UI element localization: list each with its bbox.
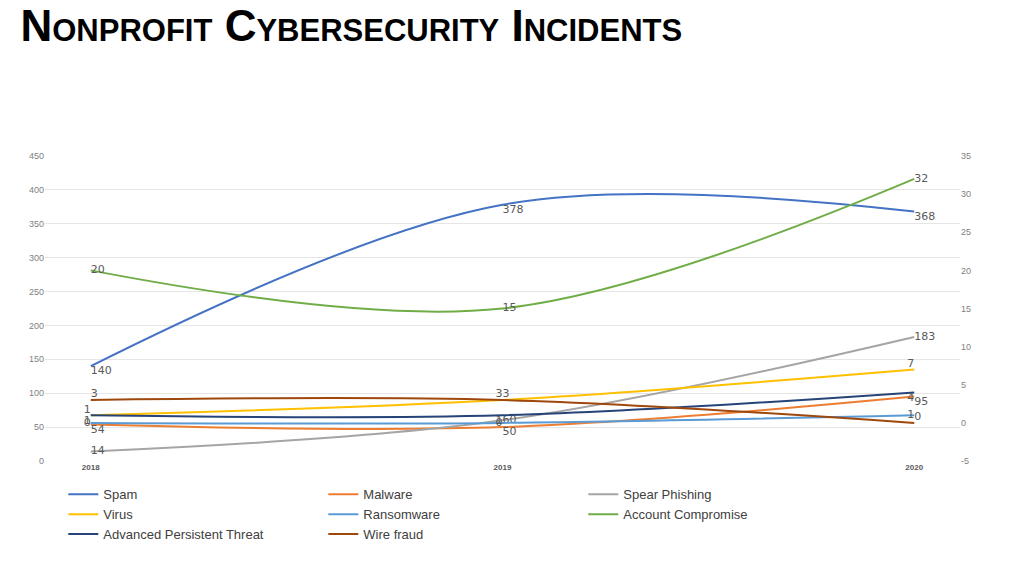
svg-text:1: 1 — [84, 403, 91, 416]
svg-text:1: 1 — [84, 414, 91, 427]
svg-text:5: 5 — [961, 380, 966, 390]
svg-text:Spear Phishing: Spear Phishing — [623, 487, 711, 502]
svg-text:20: 20 — [91, 263, 105, 276]
svg-text:368: 368 — [914, 210, 935, 223]
svg-text:183: 183 — [914, 330, 935, 343]
svg-text:30: 30 — [961, 189, 971, 199]
svg-text:95: 95 — [914, 395, 928, 408]
svg-text:4: 4 — [907, 391, 914, 404]
svg-text:Virus: Virus — [103, 507, 133, 522]
svg-text:0: 0 — [84, 416, 91, 429]
svg-text:2018: 2018 — [82, 463, 100, 472]
svg-text:3: 3 — [503, 387, 510, 400]
svg-text:35: 35 — [961, 151, 971, 161]
svg-text:1: 1 — [907, 408, 914, 421]
svg-text:10: 10 — [961, 342, 971, 352]
svg-text:54: 54 — [91, 423, 105, 436]
svg-text:300: 300 — [29, 253, 44, 263]
svg-text:-5: -5 — [961, 456, 969, 466]
svg-text:150: 150 — [29, 354, 44, 364]
svg-text:3: 3 — [496, 387, 503, 400]
svg-text:100: 100 — [29, 388, 44, 398]
svg-text:Malware: Malware — [363, 487, 412, 502]
svg-text:450: 450 — [29, 151, 44, 161]
svg-text:1: 1 — [496, 414, 503, 427]
svg-text:378: 378 — [503, 203, 524, 216]
svg-text:Advanced Persistent Threat: Advanced Persistent Threat — [103, 527, 264, 542]
svg-text:50: 50 — [34, 422, 44, 432]
svg-text:2020: 2020 — [905, 463, 923, 472]
svg-text:0: 0 — [39, 456, 44, 466]
svg-text:140: 140 — [91, 364, 112, 377]
svg-text:20: 20 — [961, 266, 971, 276]
svg-text:0: 0 — [961, 418, 966, 428]
svg-text:250: 250 — [29, 287, 44, 297]
svg-text:Account Compromise: Account Compromise — [623, 507, 747, 522]
svg-text:15: 15 — [961, 304, 971, 314]
svg-text:15: 15 — [503, 301, 517, 314]
svg-text:Ransomware: Ransomware — [363, 507, 440, 522]
svg-text:0: 0 — [914, 410, 921, 423]
svg-text:2019: 2019 — [494, 463, 512, 472]
svg-text:32: 32 — [914, 172, 928, 185]
svg-text:Spam: Spam — [103, 487, 137, 502]
svg-text:3: 3 — [91, 387, 98, 400]
svg-text:400: 400 — [29, 185, 44, 195]
svg-text:14: 14 — [91, 444, 105, 457]
svg-text:Nonprofit Cybersecurity Incide: Nonprofit Cybersecurity Incidents — [20, 1, 682, 50]
svg-text:60: 60 — [503, 413, 517, 426]
svg-text:Wire fraud: Wire fraud — [363, 527, 423, 542]
svg-text:25: 25 — [961, 227, 971, 237]
svg-text:50: 50 — [503, 425, 517, 438]
svg-text:7: 7 — [907, 357, 914, 370]
svg-text:0: 0 — [496, 416, 503, 429]
svg-text:350: 350 — [29, 219, 44, 229]
svg-text:200: 200 — [29, 321, 44, 331]
